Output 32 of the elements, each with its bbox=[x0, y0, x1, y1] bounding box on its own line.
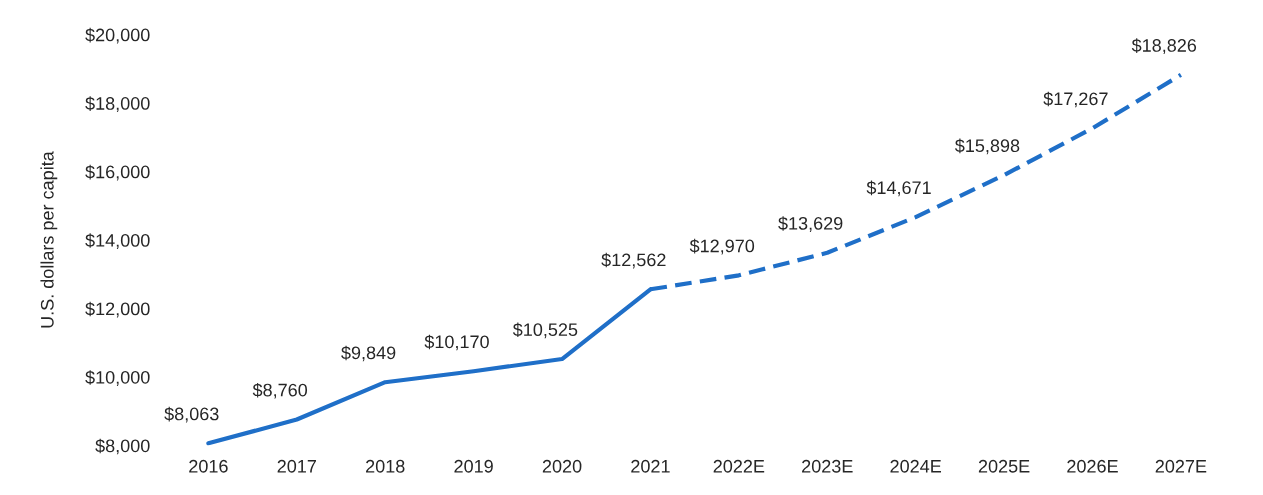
y-tick-label: $20,000 bbox=[85, 27, 150, 44]
data-label: $14,671 bbox=[866, 180, 931, 197]
x-tick-label: 2019 bbox=[454, 459, 493, 473]
y-tick-label: $8,000 bbox=[95, 438, 150, 455]
y-axis-title: U.S. dollars per capita bbox=[40, 151, 58, 328]
data-label: $15,898 bbox=[954, 138, 1020, 155]
data-label: $13,629 bbox=[778, 216, 843, 232]
x-tick-label: 2016 bbox=[189, 459, 228, 473]
y-tick-label: $12,000 bbox=[85, 301, 150, 318]
data-label: $8,063 bbox=[164, 406, 219, 423]
y-tick-label: $14,000 bbox=[85, 233, 150, 249]
y-tick-label: $18,000 bbox=[85, 96, 150, 112]
data-label: $18,826 bbox=[1131, 38, 1197, 54]
x-tick-label: 2017 bbox=[277, 459, 316, 473]
data-label: $12,970 bbox=[689, 238, 755, 255]
x-tick-label: 2026E bbox=[1067, 459, 1118, 473]
x-tick-label: 2018 bbox=[366, 459, 405, 473]
y-tick-label: $10,000 bbox=[85, 370, 150, 386]
x-tick-label: 2021 bbox=[631, 459, 670, 473]
x-tick-label: 2025E bbox=[978, 459, 1030, 473]
x-tick-label: 2023E bbox=[802, 459, 853, 473]
x-tick-label: 2024E bbox=[890, 459, 942, 473]
x-tick-label: 2027E bbox=[1155, 459, 1207, 473]
y-tick-label: $16,000 bbox=[85, 164, 150, 181]
x-tick-label: 2022E bbox=[713, 459, 765, 473]
data-label: $10,525 bbox=[512, 322, 578, 339]
data-label: $12,562 bbox=[601, 252, 666, 269]
data-label: $17,267 bbox=[1043, 91, 1108, 108]
x-tick-label: 2020 bbox=[542, 459, 582, 473]
data-label: $9,849 bbox=[341, 345, 396, 362]
data-label: $8,760 bbox=[252, 382, 308, 399]
data-label: $10,170 bbox=[424, 334, 489, 351]
